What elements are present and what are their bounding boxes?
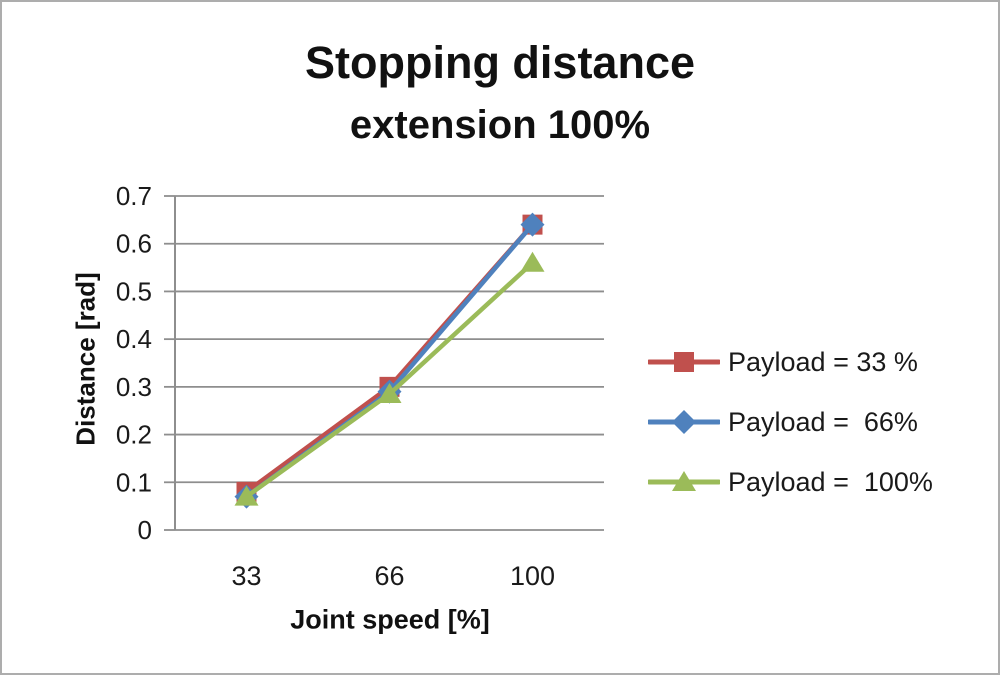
chart-title: Stopping distance bbox=[304, 37, 695, 88]
legend-swatch-payload-66 bbox=[648, 410, 720, 434]
x-tick-label: 33 bbox=[231, 561, 261, 591]
legend-item-payload-33: Payload = 33 % bbox=[648, 346, 933, 378]
legend-marker-0-square bbox=[674, 352, 694, 372]
chart-title-block: Stopping distance extension 100% bbox=[2, 32, 998, 156]
y-tick-label: 0.6 bbox=[116, 229, 152, 259]
legend-label: Payload = 33 % bbox=[728, 346, 918, 377]
y-tick-label: 0.7 bbox=[116, 181, 152, 211]
x-tick-label: 100 bbox=[510, 561, 555, 591]
y-tick-label: 0.4 bbox=[116, 324, 152, 354]
y-tick-label: 0.2 bbox=[116, 420, 152, 450]
chart-subtitle: extension 100% bbox=[349, 103, 651, 147]
legend-item-payload-66: Payload = 66% bbox=[648, 406, 933, 438]
data-point-s2-triangle bbox=[377, 383, 402, 404]
legend-marker-2-triangle bbox=[672, 471, 696, 491]
legend-label: Payload = 66% bbox=[728, 406, 918, 437]
legend-label: Payload = 100% bbox=[728, 466, 933, 497]
y-tick-label: 0.1 bbox=[116, 467, 152, 497]
data-point-s1-diamond bbox=[520, 212, 545, 237]
series-line-0 bbox=[244, 222, 535, 495]
series-line-1 bbox=[244, 222, 535, 499]
y-tick-label: 0 bbox=[138, 515, 152, 545]
legend-swatch-payload-33 bbox=[648, 352, 720, 372]
x-tick-label: 66 bbox=[374, 561, 404, 591]
y-tick-label: 0.5 bbox=[116, 276, 152, 306]
data-point-s2-triangle bbox=[234, 485, 259, 506]
legend: Payload = 33 % Payload = 66% Payload = 1… bbox=[648, 346, 933, 526]
y-tick-label: 0.3 bbox=[116, 372, 152, 402]
legend-item-payload-100: Payload = 100% bbox=[648, 466, 933, 498]
data-point-s2-triangle bbox=[520, 251, 545, 272]
legend-swatch-payload-100 bbox=[648, 471, 720, 491]
legend-marker-1-diamond bbox=[672, 410, 696, 434]
x-axis-title: Joint speed [%] bbox=[290, 604, 490, 635]
y-axis-title: Distance [rad] bbox=[70, 272, 101, 446]
